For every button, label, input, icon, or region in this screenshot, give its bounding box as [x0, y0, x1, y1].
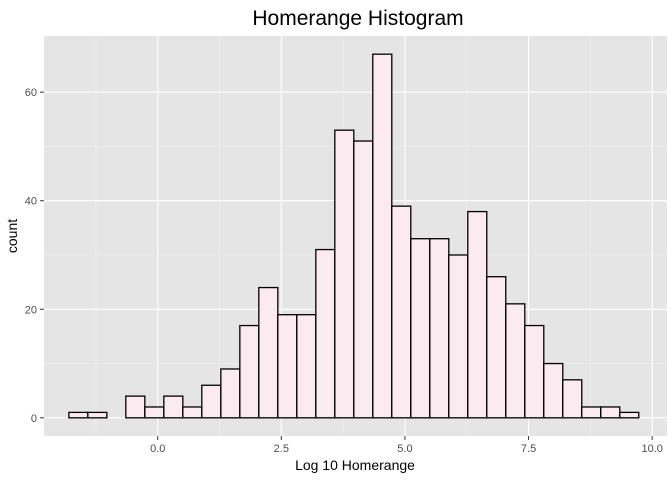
histogram-bar-7 [182, 406, 203, 419]
histogram-bar-24 [505, 303, 526, 419]
x-axis-ticks: 0.0 2.5 5.0 7.5 10.0 [150, 436, 663, 455]
histogram-bar-30 [619, 411, 640, 419]
histogram-bar-4 [125, 395, 146, 419]
x-tick-label: 7.5 [521, 443, 536, 455]
histogram-bar-17 [372, 53, 393, 419]
histogram-bar-6 [163, 395, 184, 419]
x-tick-label: 0.0 [150, 443, 165, 455]
histogram-bar-29 [600, 406, 621, 419]
x-tick-label: 10.0 [641, 443, 662, 455]
histogram-bar-1 [68, 411, 89, 419]
histogram-bar-19 [410, 238, 431, 419]
histogram-bar-8 [201, 384, 222, 419]
histogram-bar-5 [144, 406, 165, 419]
histogram-bar-21 [448, 254, 469, 419]
histogram-bars [68, 53, 640, 419]
histogram-bar-22 [467, 210, 488, 419]
y-tick-label: 40 [25, 196, 37, 208]
histogram-bar-26 [543, 362, 564, 419]
histogram-bar-23 [486, 276, 507, 419]
y-tick-label: 0 [31, 413, 37, 425]
x-tick-label: 5.0 [397, 443, 412, 455]
y-tick-label: 60 [25, 87, 37, 99]
histogram-bar-28 [581, 406, 602, 419]
chart-title: Homerange Histogram [252, 7, 463, 30]
histogram-bar-27 [562, 379, 583, 419]
y-tick-label: 20 [25, 304, 37, 316]
histogram-bar-2 [87, 411, 108, 419]
histogram-bar-20 [429, 238, 450, 419]
histogram-bar-25 [524, 324, 545, 419]
histogram-bar-9 [220, 368, 241, 419]
x-axis-title: Log 10 Homerange [295, 457, 415, 473]
histogram-bar-14 [315, 248, 336, 419]
histogram-bar-16 [353, 140, 374, 419]
histogram-bar-10 [239, 324, 260, 419]
histogram-bar-11 [258, 286, 279, 419]
y-axis-title: count [4, 219, 20, 253]
histogram-bar-13 [296, 314, 317, 419]
histogram-bar-12 [277, 314, 298, 419]
y-axis-ticks: 0 20 40 60 [25, 87, 44, 425]
histogram-bar-18 [391, 205, 412, 419]
histogram-bar-15 [334, 129, 355, 419]
x-tick-label: 2.5 [274, 443, 289, 455]
